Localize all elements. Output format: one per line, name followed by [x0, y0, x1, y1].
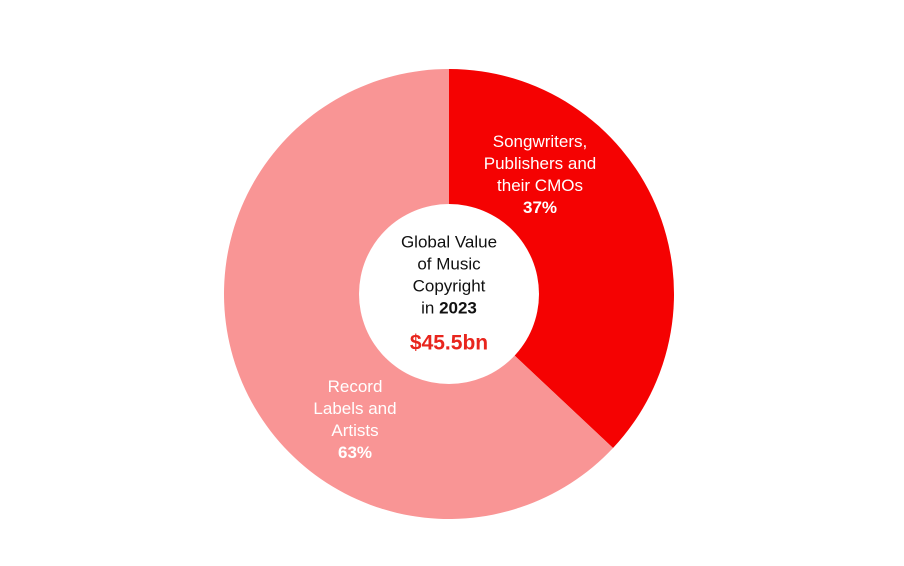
value-label: 37%: [522, 198, 558, 217]
slice: [449, 69, 674, 449]
center-line: in 2023: [369, 298, 529, 320]
value-label: 63%: [337, 443, 373, 462]
center-prefix: in: [421, 298, 435, 318]
center-line: Copyright: [412, 276, 486, 296]
center-line: of Music: [417, 254, 481, 274]
category-label: Record Labels and Artists: [313, 377, 397, 440]
center-year: 2023: [439, 298, 477, 318]
slice-label: Record Labels and Artists 63%: [310, 376, 400, 464]
category-label: Songwriters, Publishers and their CMOs: [483, 132, 597, 195]
center-line: Global Value: [400, 232, 498, 252]
center-text: Global Value of Music Copyright in 2023 …: [369, 232, 529, 357]
center-total: $45.5bn: [409, 331, 489, 355]
slice-label: Songwriters, Publishers and their CMOs 37…: [478, 131, 603, 219]
donut-hole: [359, 204, 539, 384]
